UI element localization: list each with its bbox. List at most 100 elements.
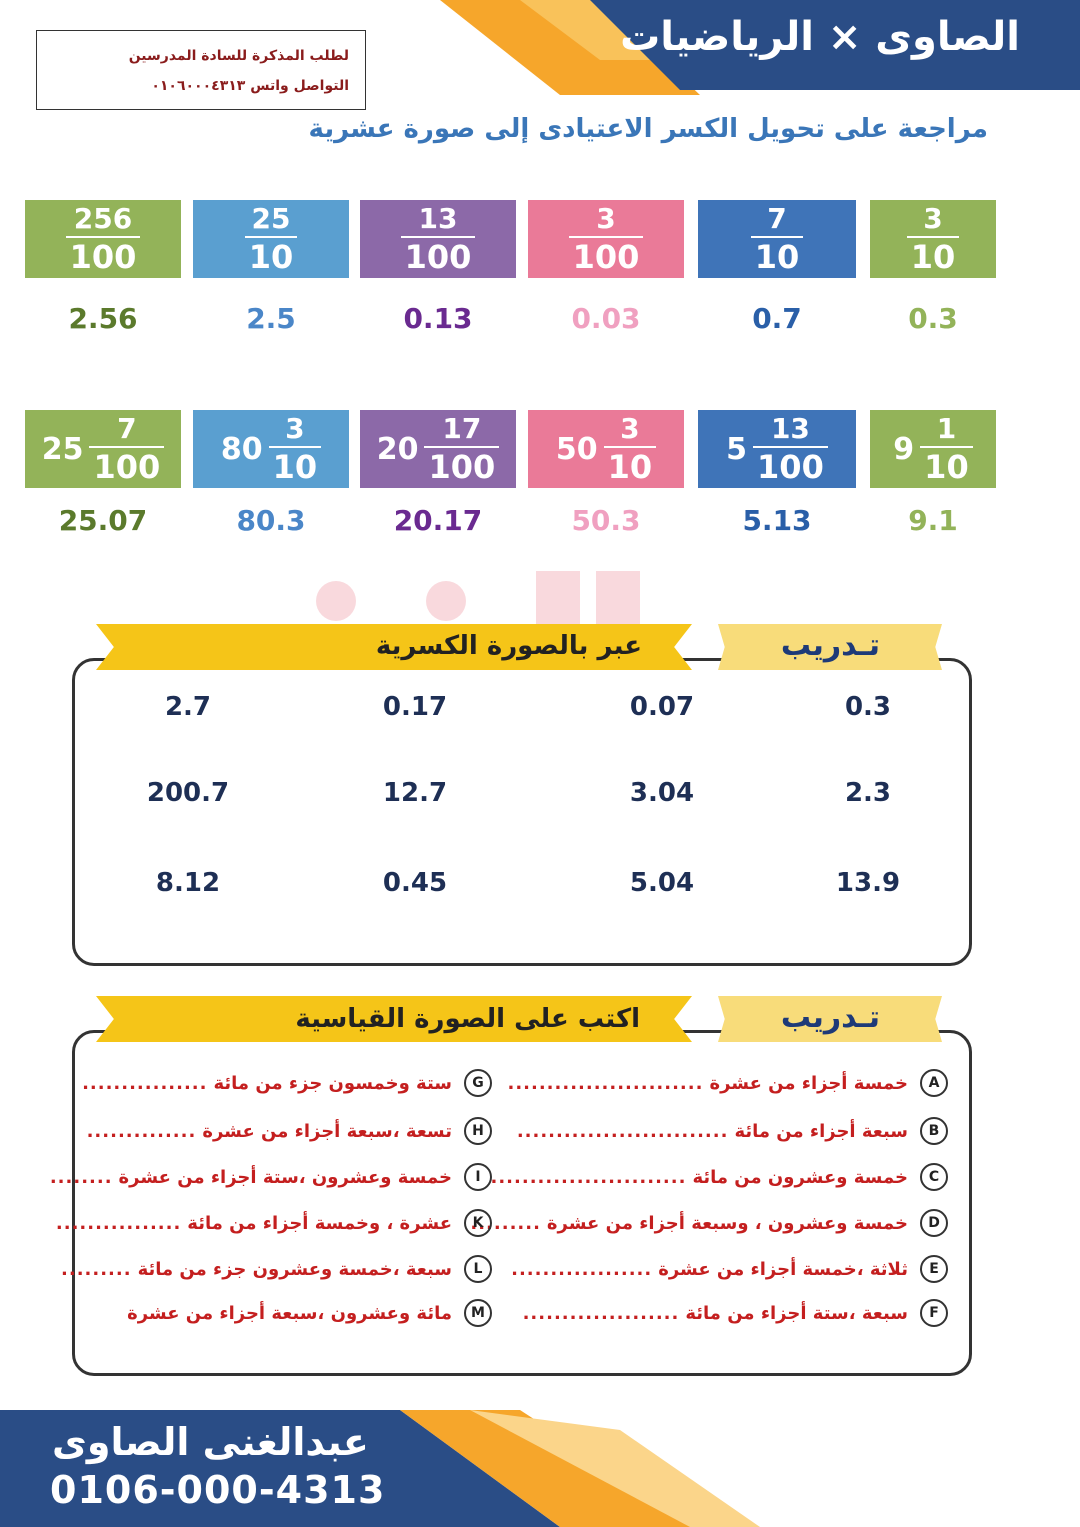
fraction-denominator: 10 <box>248 238 294 276</box>
item-text: ثلاثة ،خمسة أجزاء من عشرة <box>658 1258 908 1280</box>
fraction: 17 100 <box>424 412 500 486</box>
exercise-item: L سبعة ،خمسة وعشرون جزء من مائة......... <box>61 1252 492 1286</box>
fraction: 3 100 <box>568 205 644 276</box>
fraction-card: 25 10 <box>193 200 349 278</box>
fraction-denominator: 100 <box>572 238 640 276</box>
practice-label-1: تـدريب <box>780 628 880 663</box>
item-letter-badge: C <box>920 1163 948 1191</box>
section-subtitle: مراجعة على تحويل الكسر الاعتيادى إلى صور… <box>308 114 988 144</box>
item-text: خمسة وعشرون ،ستة أجزاء من عشرة <box>118 1166 452 1188</box>
fraction-bar <box>244 236 298 238</box>
footer-shapes <box>0 1410 760 1527</box>
fraction-numerator: 17 <box>442 412 482 445</box>
fraction-denominator: 100 <box>93 448 161 486</box>
exercise-item: M مائة وعشرون ،سبعة أجزاء من عشرة <box>121 1296 492 1330</box>
answer-blank[interactable]: ........................... <box>516 1120 729 1142</box>
item-text: مائة وعشرون ،سبعة أجزاء من عشرة <box>127 1302 452 1324</box>
fraction-bar <box>906 236 960 238</box>
practice-label-2: تـدريب <box>780 1000 880 1035</box>
decimal-value: 2.5 <box>246 302 296 335</box>
item-letter-badge: L <box>464 1255 492 1283</box>
fraction: 25 10 <box>244 205 298 276</box>
fraction-card: 3 100 <box>528 200 684 278</box>
fraction: 256 100 <box>65 205 141 276</box>
item-letter-badge: A <box>920 1069 948 1097</box>
answer-blank[interactable]: .............. <box>86 1120 197 1142</box>
item-letter-badge: K <box>464 1209 492 1237</box>
exercise-item: D خمسة وعشرون ، وسبعة أجزاء من عشرة......… <box>470 1206 948 1240</box>
practice-panel-standard-form <box>72 1030 972 1376</box>
fraction: 3 10 <box>268 412 322 483</box>
fraction-denominator: 10 <box>607 448 653 486</box>
instruction-ribbon-2 <box>96 996 692 1042</box>
label-ribbon-2 <box>718 996 942 1042</box>
fraction-numerator: 3 <box>285 412 305 445</box>
practice-decimal: 0.07 <box>629 692 695 722</box>
item-letter-badge: E <box>920 1255 948 1283</box>
fraction-card: 25 7 100 <box>25 410 181 488</box>
label-ribbon-1 <box>718 624 942 670</box>
author-name: عبدالغنى الصاوى <box>52 1420 369 1464</box>
exercise-item: G ستة وخمسون جزء من مائة................ <box>82 1066 492 1100</box>
fraction-bar <box>603 446 657 448</box>
practice-decimal: 13.9 <box>835 868 901 898</box>
answer-blank[interactable]: ......................... <box>490 1166 687 1188</box>
fraction-numerator: 13 <box>770 412 810 445</box>
answer-blank[interactable]: ................ <box>55 1212 182 1234</box>
answer-blank[interactable]: .................... <box>522 1302 680 1324</box>
fraction-denominator: 100 <box>428 448 496 486</box>
item-text: سبعة ،خمسة وعشرون جزء من مائة <box>137 1258 452 1280</box>
fraction-bar <box>89 446 165 448</box>
decimal-value: 0.7 <box>752 302 802 335</box>
contact-line-whatsapp: التواصل واتس ٠١٠٦٠٠٠٤٣١٣ <box>151 78 349 94</box>
fraction-denominator: 100 <box>69 238 137 276</box>
fraction-bar <box>753 446 828 448</box>
fraction-bar <box>750 236 804 238</box>
item-text: سبعة أجزاء من مائة <box>734 1120 908 1142</box>
fraction-card: 13 100 <box>360 200 516 278</box>
exercise-item: K عشرة ، وخمسة أجزاء من مائة.............… <box>56 1206 492 1240</box>
practice-decimal: 2.7 <box>164 692 212 722</box>
decimal-value: 0.3 <box>908 302 958 335</box>
decimal-value: 9.1 <box>908 504 958 537</box>
answer-blank[interactable]: .................. <box>511 1258 653 1280</box>
practice-decimal: 0.3 <box>844 692 892 722</box>
practice-decimal: 0.17 <box>382 692 448 722</box>
item-letter-badge: B <box>920 1117 948 1145</box>
fraction-bar <box>400 236 476 238</box>
practice-decimal: 8.12 <box>155 868 221 898</box>
answer-blank[interactable]: ................ <box>82 1072 208 1094</box>
exercise-item: B سبعة أجزاء من مائة.....................… <box>517 1114 948 1148</box>
item-text: خمسة وعشرون ، وسبعة أجزاء من عشرة <box>546 1212 908 1234</box>
answer-blank[interactable]: ........ <box>49 1166 113 1188</box>
fraction-card: 9 1 10 <box>870 410 996 488</box>
decimal-value: 25.07 <box>58 504 148 537</box>
fraction-card: 7 10 <box>698 200 856 278</box>
practice-decimal: 12.7 <box>382 778 448 808</box>
fraction-card: 80 3 10 <box>193 410 349 488</box>
header-band <box>0 0 1080 95</box>
practice-decimal: 2.3 <box>844 778 892 808</box>
contact-line-teachers: لطلب المذكرة للسادة المدرسين <box>128 48 349 64</box>
fraction: 3 10 <box>603 412 657 486</box>
fraction-whole: 5 <box>726 431 748 467</box>
footer-band <box>0 1410 1080 1527</box>
answer-blank[interactable]: ......... <box>61 1258 132 1280</box>
exercise-item: H تسعة ،سبعة أجزاء من عشرة.............. <box>87 1114 492 1148</box>
answer-blank[interactable]: ......................... <box>507 1072 704 1094</box>
item-letter-badge: D <box>920 1209 948 1237</box>
fraction-numerator: 7 <box>767 202 787 235</box>
practice-panel-fraction-form <box>72 658 972 966</box>
page-title: الصاوى × الرياضيات <box>620 14 1020 60</box>
fraction-whole: 80 <box>220 431 263 467</box>
fraction: 7 10 <box>750 202 804 273</box>
fraction-denominator: 100 <box>404 238 472 276</box>
decimal-value: 80.3 <box>236 504 306 537</box>
fraction-numerator: 3 <box>620 412 640 445</box>
decimal-value: 0.13 <box>403 302 473 335</box>
fraction-whole: 50 <box>555 431 598 467</box>
fraction-denominator: 10 <box>924 448 969 486</box>
decimal-value: 20.17 <box>393 504 483 537</box>
contact-box: لطلب المذكرة للسادة المدرسين التواصل وات… <box>36 30 366 110</box>
fraction-card: 20 17 100 <box>360 410 516 488</box>
